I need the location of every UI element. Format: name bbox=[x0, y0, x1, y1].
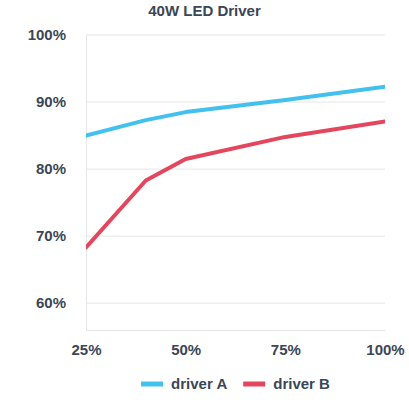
x-tick-label: 100% bbox=[366, 341, 404, 358]
x-axis-line bbox=[87, 330, 386, 331]
lines bbox=[86, 87, 385, 248]
legend-swatch bbox=[141, 382, 163, 387]
title: 40W LED Driver bbox=[148, 2, 261, 19]
y-axis: 60% 70% 80% 90% 100% bbox=[28, 26, 87, 330]
x-tick-label: 75% bbox=[271, 341, 301, 358]
legend-item: driver A bbox=[141, 375, 227, 392]
x-tick: 25% bbox=[71, 330, 101, 358]
legend-label: driver A bbox=[171, 375, 227, 392]
x-tick-label: 50% bbox=[171, 341, 201, 358]
y-tick: 70% bbox=[36, 227, 86, 244]
legend: driver A driver B bbox=[141, 375, 330, 392]
legend-swatch bbox=[243, 382, 265, 387]
series-line bbox=[86, 121, 385, 247]
chart: 40W LED Driver 60% 70% 80% 90% 100% 25% 50% 75% 1… bbox=[0, 0, 409, 400]
grid-line bbox=[86, 35, 385, 36]
y-tick-label: 100% bbox=[28, 26, 66, 43]
y-tick-label: 70% bbox=[36, 227, 66, 244]
x-tick: 75% bbox=[271, 330, 301, 358]
legend-label: driver B bbox=[273, 375, 330, 392]
x-tick-label: 25% bbox=[71, 341, 101, 358]
y-tick-label: 60% bbox=[36, 294, 66, 311]
y-tick: 80% bbox=[36, 160, 86, 177]
grid-line bbox=[86, 303, 385, 304]
grid-line bbox=[86, 102, 385, 103]
x-axis: 25% 50% 75% 100% bbox=[71, 330, 404, 358]
x-tick: 100% bbox=[366, 330, 404, 358]
grid-line bbox=[86, 169, 385, 170]
y-tick: 90% bbox=[36, 93, 86, 110]
y-tick: 100% bbox=[28, 26, 86, 43]
y-tick-label: 90% bbox=[36, 93, 66, 110]
y-tick-label: 80% bbox=[36, 160, 66, 177]
x-tick: 50% bbox=[171, 330, 201, 358]
y-tick: 60% bbox=[36, 294, 86, 311]
plot: 60% 70% 80% 90% 100% 25% 50% 75% 100% bbox=[28, 26, 405, 357]
grid-line bbox=[86, 236, 385, 237]
legend-item: driver B bbox=[243, 375, 330, 392]
y-axis-line bbox=[86, 36, 87, 331]
grid bbox=[86, 35, 385, 303]
